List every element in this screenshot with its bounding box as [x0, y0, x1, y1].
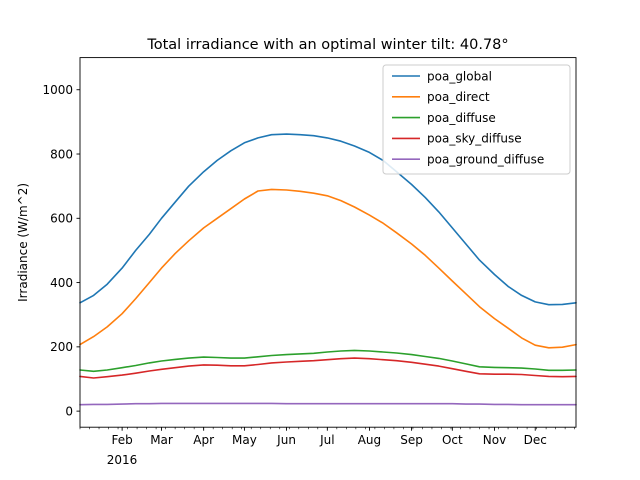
x-tick-label: Apr: [193, 433, 214, 447]
x-axis: Feb Mar Apr May Jun Jul Aug Sep Oct Nov Dec: [79, 427, 575, 447]
legend: poa_global poa_direct poa_diffuse poa_sky_d…: [382, 64, 571, 175]
x-tick-label: Feb: [112, 433, 133, 447]
y-tick-label: 600: [50, 212, 73, 226]
legend-label-poa_sky_diffuse: poa_sky_diffuse: [427, 132, 522, 146]
y-tick-label: 0: [65, 404, 73, 418]
x-tick-label: Jul: [319, 433, 334, 447]
x-tick-label: Dec: [524, 433, 547, 447]
legend-box: [382, 64, 571, 175]
x-tick-label: Nov: [483, 433, 506, 447]
legend-label-poa_ground_diffuse: poa_ground_diffuse: [427, 153, 544, 167]
x-year-label: 2016: [107, 453, 138, 467]
x-tick-label: Jun: [276, 433, 296, 447]
y-axis: 0 200 400 600 800 1000: [42, 83, 80, 418]
y-tick-label: 800: [50, 147, 73, 161]
y-axis-label: Irradiance (W/m^2): [16, 183, 30, 302]
series-line-poa_ground_diffuse: [79, 402, 577, 406]
x-tick-label: Mar: [150, 433, 173, 447]
legend-label-poa_global: poa_global: [427, 69, 492, 83]
y-tick-label: 400: [50, 276, 73, 290]
y-tick-label: 1000: [42, 83, 73, 97]
x-tick-label: Aug: [358, 433, 381, 447]
x-tick-label: Sep: [400, 433, 423, 447]
series-line-poa_diffuse: [79, 349, 577, 373]
legend-label-poa_diffuse: poa_diffuse: [427, 111, 496, 125]
legend-label-poa_direct: poa_direct: [427, 90, 490, 104]
x-tick-label: Oct: [442, 433, 463, 447]
series-layer: [79, 133, 577, 406]
y-tick-label: 200: [50, 340, 73, 354]
x-tick-label: May: [232, 433, 257, 447]
series-line-poa_global: [79, 133, 577, 306]
series-line-poa_direct: [79, 188, 577, 349]
plot-frame: [79, 57, 577, 428]
chart-title: Total irradiance with an optimal winter …: [146, 37, 508, 53]
series-line-poa_sky_diffuse: [79, 357, 577, 379]
